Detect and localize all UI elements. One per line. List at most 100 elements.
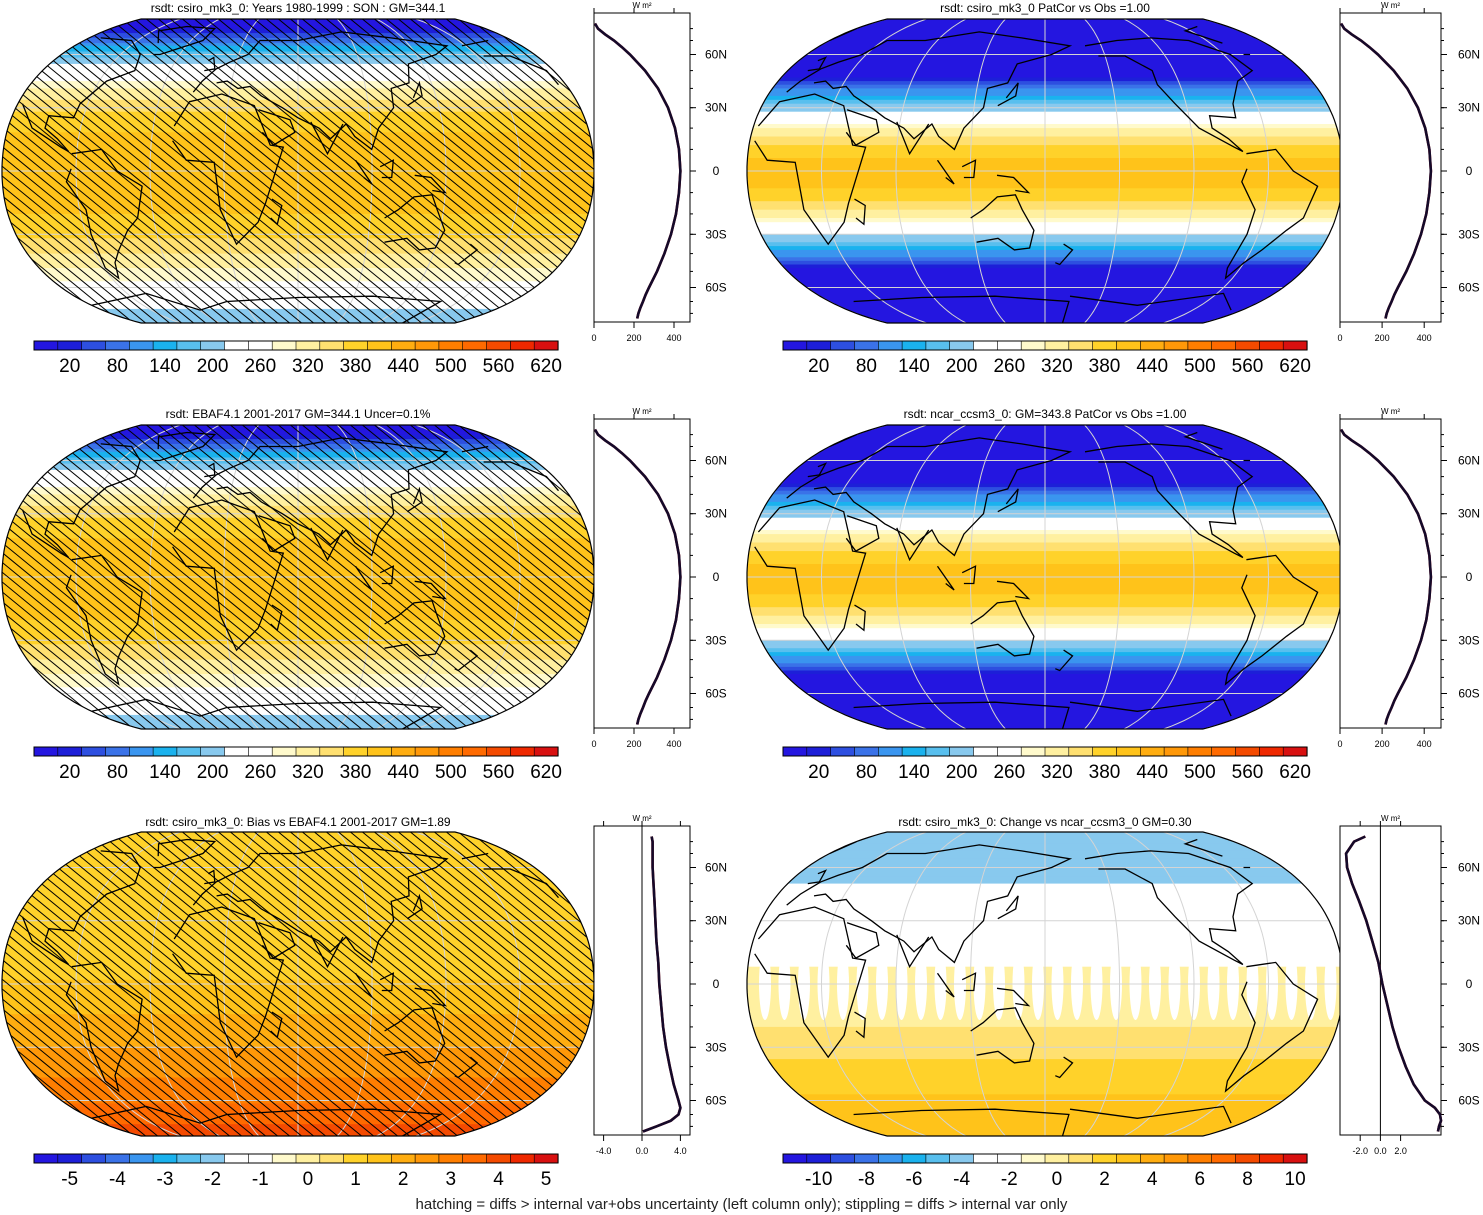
graticule-meridian xyxy=(149,425,220,729)
hatch-line xyxy=(313,19,594,323)
colorbar-swatch xyxy=(1092,340,1117,351)
colorbar-label: -5 xyxy=(61,1169,78,1190)
graticule-meridian xyxy=(75,19,181,323)
coastline xyxy=(91,1105,443,1136)
map-panel: rsdt: csiro_mk3_0: Years 1980-1999 : SON… xyxy=(1,1,595,324)
coastline xyxy=(936,972,955,998)
hatch-line xyxy=(2,19,243,323)
coastlines xyxy=(21,838,559,1136)
hatch-line xyxy=(385,832,594,1136)
colorbar-swatch xyxy=(57,340,83,351)
colorbar-label: 500 xyxy=(1184,762,1216,783)
profile-lat-label: 30N xyxy=(1458,101,1480,115)
colorbar-swatch xyxy=(1140,746,1165,757)
colorbar-swatch xyxy=(925,1153,951,1164)
coastline xyxy=(21,443,559,559)
colorbar-swatch xyxy=(782,340,808,351)
hatch-line xyxy=(2,832,255,1136)
colorbar-swatch xyxy=(414,340,440,351)
hatch-line xyxy=(2,19,267,323)
colorbar-label: 440 xyxy=(387,356,419,377)
hatch-line xyxy=(2,425,255,729)
colorbar-label: 320 xyxy=(1041,356,1073,377)
hatch-line xyxy=(337,19,594,323)
colorbar-swatch xyxy=(1044,746,1070,757)
colorbar-swatch xyxy=(152,1153,178,1164)
hatch-line xyxy=(13,425,435,729)
panel-title: rsdt: csiro_mk3_0: Change vs ncar_ccsm3_… xyxy=(898,815,1191,829)
coastline xyxy=(270,198,283,226)
colorbar-swatch xyxy=(224,1153,249,1164)
coastline xyxy=(21,37,559,153)
coastline xyxy=(379,972,395,992)
colorbar-swatch xyxy=(1282,1153,1308,1164)
colorbar-label: 10 xyxy=(1285,1169,1306,1190)
colorbar-swatch xyxy=(152,746,178,757)
hatch-line xyxy=(2,832,339,1136)
colorbar-swatch xyxy=(877,1153,903,1164)
hatch-line xyxy=(2,425,207,729)
colorbar-label: 6 xyxy=(1195,1169,1206,1190)
hatch-line xyxy=(157,425,579,729)
colorbar-label: 5 xyxy=(541,1169,552,1190)
figure-footer: hatching = diffs > internal var+obs unce… xyxy=(415,1196,1068,1213)
profile-x-label: -2.0 xyxy=(1352,1146,1368,1156)
coastline xyxy=(854,198,866,226)
coastline xyxy=(1055,1056,1074,1079)
hatch-line xyxy=(2,832,351,1136)
colorbar-swatch xyxy=(414,1153,440,1164)
colorbar-swatch xyxy=(1259,746,1284,757)
colorbar-swatch xyxy=(925,746,951,757)
coastline xyxy=(91,698,443,729)
colorbar-label: -10 xyxy=(805,1169,832,1190)
hatch-line xyxy=(2,832,183,1136)
coastline xyxy=(754,906,867,1059)
colorbar-frame xyxy=(782,746,1308,757)
coastline xyxy=(354,972,373,998)
colorbar-swatch xyxy=(1116,340,1141,351)
coastline xyxy=(65,148,143,280)
colorbar-swatch xyxy=(782,746,808,757)
colorbar-label: 3 xyxy=(446,1169,457,1190)
hatch-line xyxy=(13,832,435,1136)
colorbar-swatch xyxy=(271,340,297,351)
colorbar-swatch xyxy=(295,1153,321,1164)
coastline xyxy=(1224,554,1319,686)
hatch-line xyxy=(2,425,147,729)
hatch-line xyxy=(2,425,171,729)
colorbar-swatch xyxy=(1187,746,1213,757)
profile-lat-label: 60S xyxy=(705,281,726,295)
hatch-line xyxy=(253,425,594,729)
hatch-line xyxy=(2,425,339,729)
colorbar-swatch xyxy=(973,746,998,757)
graticule-meridian xyxy=(970,19,1006,323)
colorbar-swatch xyxy=(1020,340,1046,351)
profile-frame xyxy=(1339,12,1442,323)
colorbar-swatch xyxy=(414,746,440,757)
hatch-line xyxy=(145,19,567,323)
colorbar-swatch xyxy=(390,1153,416,1164)
coastline xyxy=(1055,649,1074,672)
hatch-line xyxy=(457,19,594,323)
map-border xyxy=(1,831,595,1137)
profile-lat-label: 0 xyxy=(713,164,720,178)
coastline xyxy=(845,515,880,552)
hatch-line xyxy=(133,832,555,1136)
zonal-profile: 60N 30N 0 30S 60S 0 200 400 W m² xyxy=(591,407,727,749)
hatch-line xyxy=(2,832,279,1136)
graticule-meridian xyxy=(75,425,181,729)
colorbar-swatch xyxy=(271,1153,297,1164)
colorbar-swatch xyxy=(462,1153,488,1164)
colorbar-label: 380 xyxy=(1089,762,1121,783)
profile-unit-label: W m² xyxy=(632,1,651,10)
colorbar-swatch xyxy=(367,340,392,351)
profile-obs-line xyxy=(593,428,682,725)
colorbar-swatch xyxy=(1211,746,1237,757)
colorbar-swatch xyxy=(1163,746,1189,757)
colorbar-label: 200 xyxy=(197,356,229,377)
hatch-line xyxy=(2,425,291,729)
colorbar-label: -2 xyxy=(1001,1169,1018,1190)
colorbar: 20 80 140 200 260 320 380 440 500 560 620 xyxy=(782,340,1311,377)
hatch-line xyxy=(2,425,231,729)
hatch-line xyxy=(2,19,351,323)
